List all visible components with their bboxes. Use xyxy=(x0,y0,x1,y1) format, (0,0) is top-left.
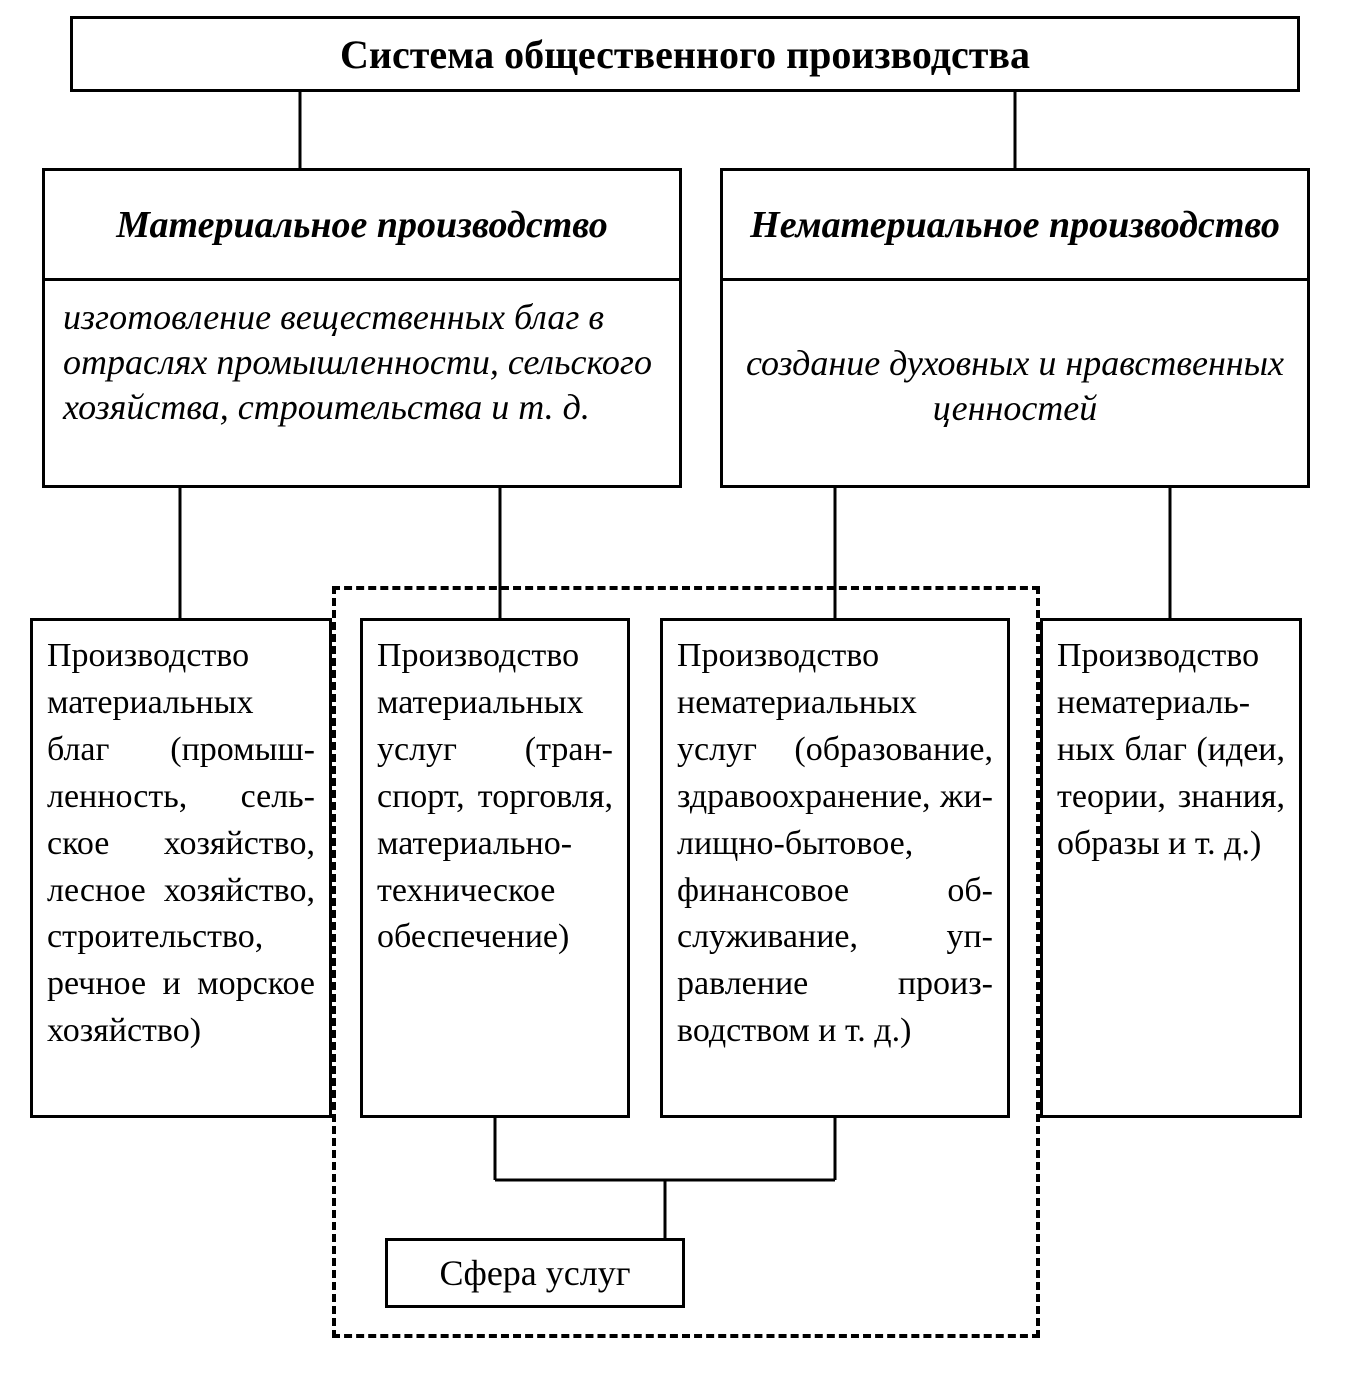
root-node: Система общественного производства xyxy=(70,16,1300,92)
sphere-label: Сфера услуг xyxy=(439,1252,630,1294)
branch-material-desc: изготовление вещественных благ в отрасля… xyxy=(45,281,679,491)
leaf-material-goods: Производство материальных благ (промыш­л… xyxy=(30,618,332,1118)
branch-immaterial-desc: создание духовных и нравственных ценност… xyxy=(723,281,1307,491)
sphere-node: Сфера услуг xyxy=(385,1238,685,1308)
branch-immaterial: Нематериальное производство создание дух… xyxy=(720,168,1310,488)
leaf-immaterial-services: Производство нематериаль­ных услуг (обра… xyxy=(660,618,1010,1118)
branch-immaterial-title: Нематериальное производство xyxy=(723,171,1307,281)
branch-material-title: Материальное производство xyxy=(45,171,679,281)
leaf-immaterial-goods: Производ­ство нема­териаль­ных благ (иде… xyxy=(1040,618,1302,1118)
branch-material: Материальное производство изготовление в… xyxy=(42,168,682,488)
root-label: Система общественного производства xyxy=(340,31,1030,78)
leaf-material-services: Производ­ство мате­риальных услуг (тран­… xyxy=(360,618,630,1118)
